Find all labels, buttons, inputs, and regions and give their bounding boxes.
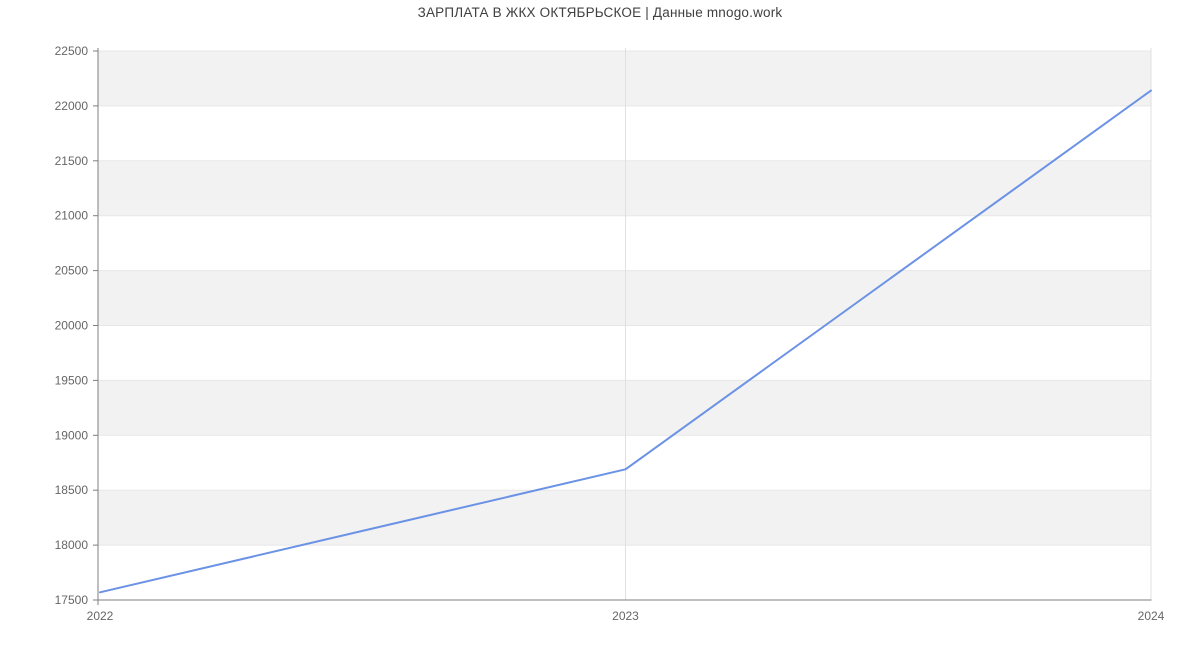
y-tick-label: 22000	[55, 99, 89, 113]
x-tick-label: 2022	[87, 609, 114, 623]
y-tick-label: 20500	[55, 264, 89, 278]
plot-band	[98, 380, 1152, 436]
y-tick-label: 21000	[55, 209, 89, 223]
plot-band	[98, 160, 1152, 216]
y-tick-label: 19500	[55, 373, 89, 387]
x-tick-label: 2023	[612, 609, 639, 623]
chart-title: ЗАРПЛАТА В ЖКХ ОКТЯБРЬСКОЕ | Данные mnog…	[417, 5, 783, 20]
y-tick-label: 22500	[55, 44, 89, 58]
y-tick-label: 19000	[55, 428, 89, 442]
plot-band	[98, 490, 1152, 546]
y-tick-label: 18000	[55, 538, 89, 552]
plot-band	[98, 270, 1152, 326]
salary-series-line	[99, 89, 1152, 594]
y-tick-label: 20000	[55, 319, 89, 333]
y-tick-label: 17500	[55, 593, 89, 607]
plot-band	[98, 51, 1152, 106]
x-tick-label: 2024	[1138, 609, 1165, 623]
y-tick-label: 18500	[55, 483, 89, 497]
y-tick-label: 21500	[55, 154, 89, 168]
